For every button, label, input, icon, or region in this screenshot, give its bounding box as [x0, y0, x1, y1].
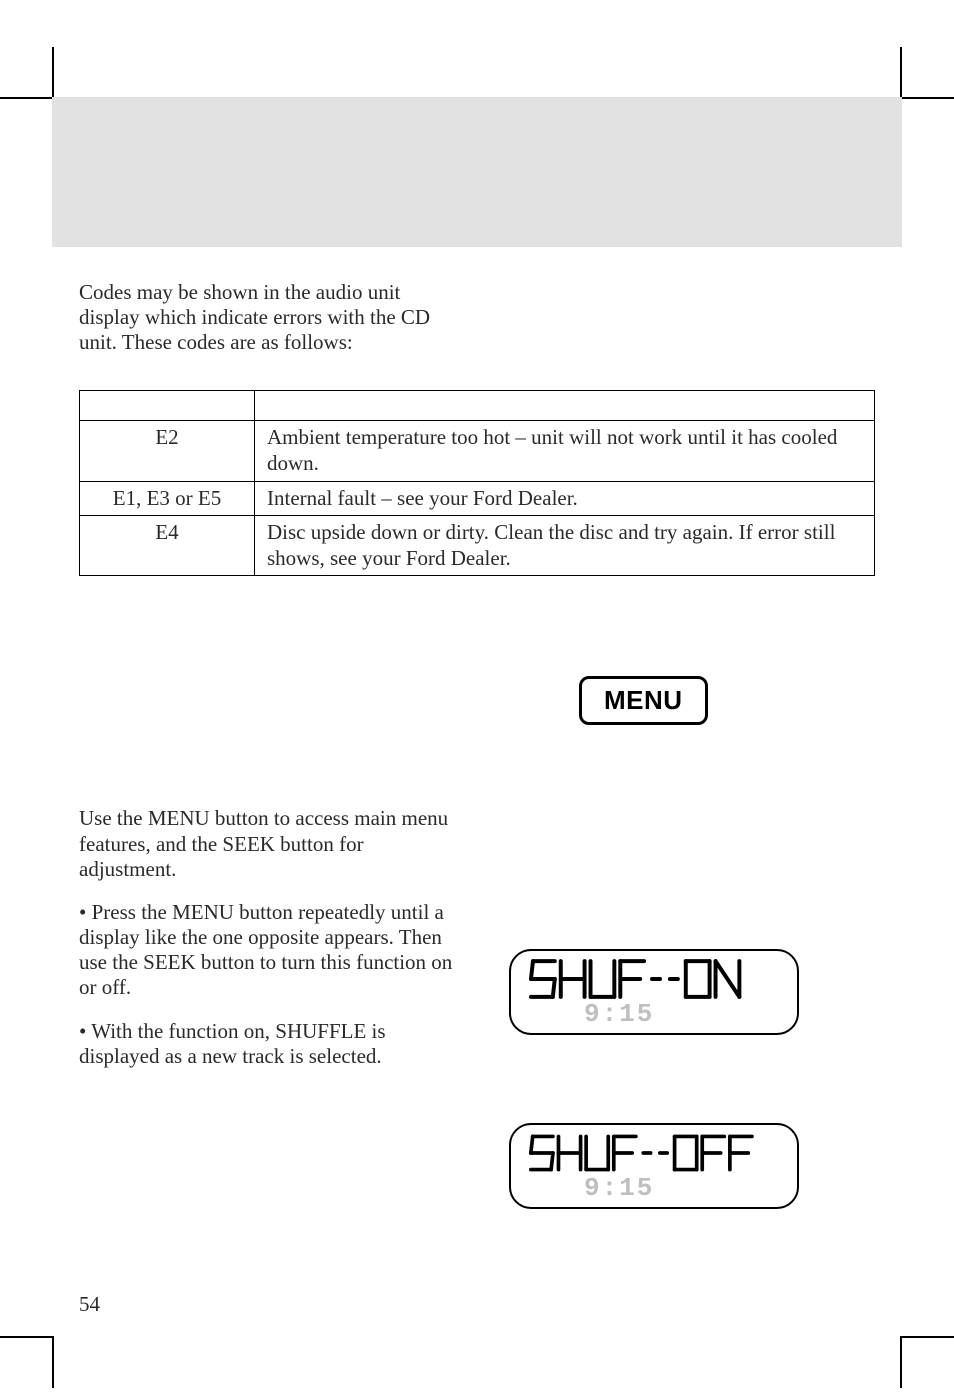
table-row: E1, E3 or E5 Internal fault – see your F…	[80, 481, 875, 516]
lcd-main-text	[529, 1131, 787, 1175]
page-number: 54	[79, 1292, 100, 1317]
header-band	[52, 97, 902, 247]
crop-mark	[900, 1336, 902, 1388]
lcd-sub-text: 9:15	[584, 1173, 787, 1203]
error-desc: Internal fault – see your Ford Dealer.	[255, 481, 875, 516]
error-desc: Ambient temperature too hot – unit will …	[255, 421, 875, 481]
lcd-svg	[529, 1131, 787, 1175]
shuffle-para-1: • Press the MENU button repeatedly until…	[79, 900, 459, 1001]
error-code: E2	[80, 421, 255, 481]
intro-text: Codes may be shown in the audio unit dis…	[79, 280, 459, 354]
table-header-code	[80, 391, 255, 421]
crop-mark	[52, 47, 54, 99]
error-codes-table: E2 Ambient temperature too hot – unit wi…	[79, 390, 875, 576]
lcd-main-text	[529, 957, 787, 1001]
shuffle-para-2: • With the function on, SHUFFLE is displ…	[79, 1019, 459, 1069]
crop-mark	[52, 1336, 54, 1388]
error-code: E1, E3 or E5	[80, 481, 255, 516]
lcd-sub-text: 9:15	[584, 999, 787, 1029]
menu-button-graphic: MENU	[579, 676, 708, 725]
crop-mark	[900, 47, 902, 99]
shuffle-para-1-text: Press the MENU button repeatedly until a…	[79, 900, 452, 1000]
lcd-panel-shuf-off: 9:15	[509, 1123, 799, 1209]
lcd-panel-shuf-on: 9:15	[509, 949, 799, 1035]
table-header-desc	[255, 391, 875, 421]
error-desc: Disc upside down or dirty. Clean the dis…	[255, 516, 875, 576]
menu-intro-text: Use the MENU button to access main menu …	[79, 806, 459, 882]
crop-mark	[900, 97, 954, 99]
table-row: E2 Ambient temperature too hot – unit wi…	[80, 421, 875, 481]
error-code: E4	[80, 516, 255, 576]
table-row: E4 Disc upside down or dirty. Clean the …	[80, 516, 875, 576]
crop-mark	[900, 1336, 954, 1338]
lcd-svg	[529, 957, 787, 1001]
crop-mark	[0, 1336, 54, 1338]
crop-mark	[0, 97, 54, 99]
shuffle-para-2-text: With the function on, SHUFFLE is display…	[79, 1019, 386, 1068]
